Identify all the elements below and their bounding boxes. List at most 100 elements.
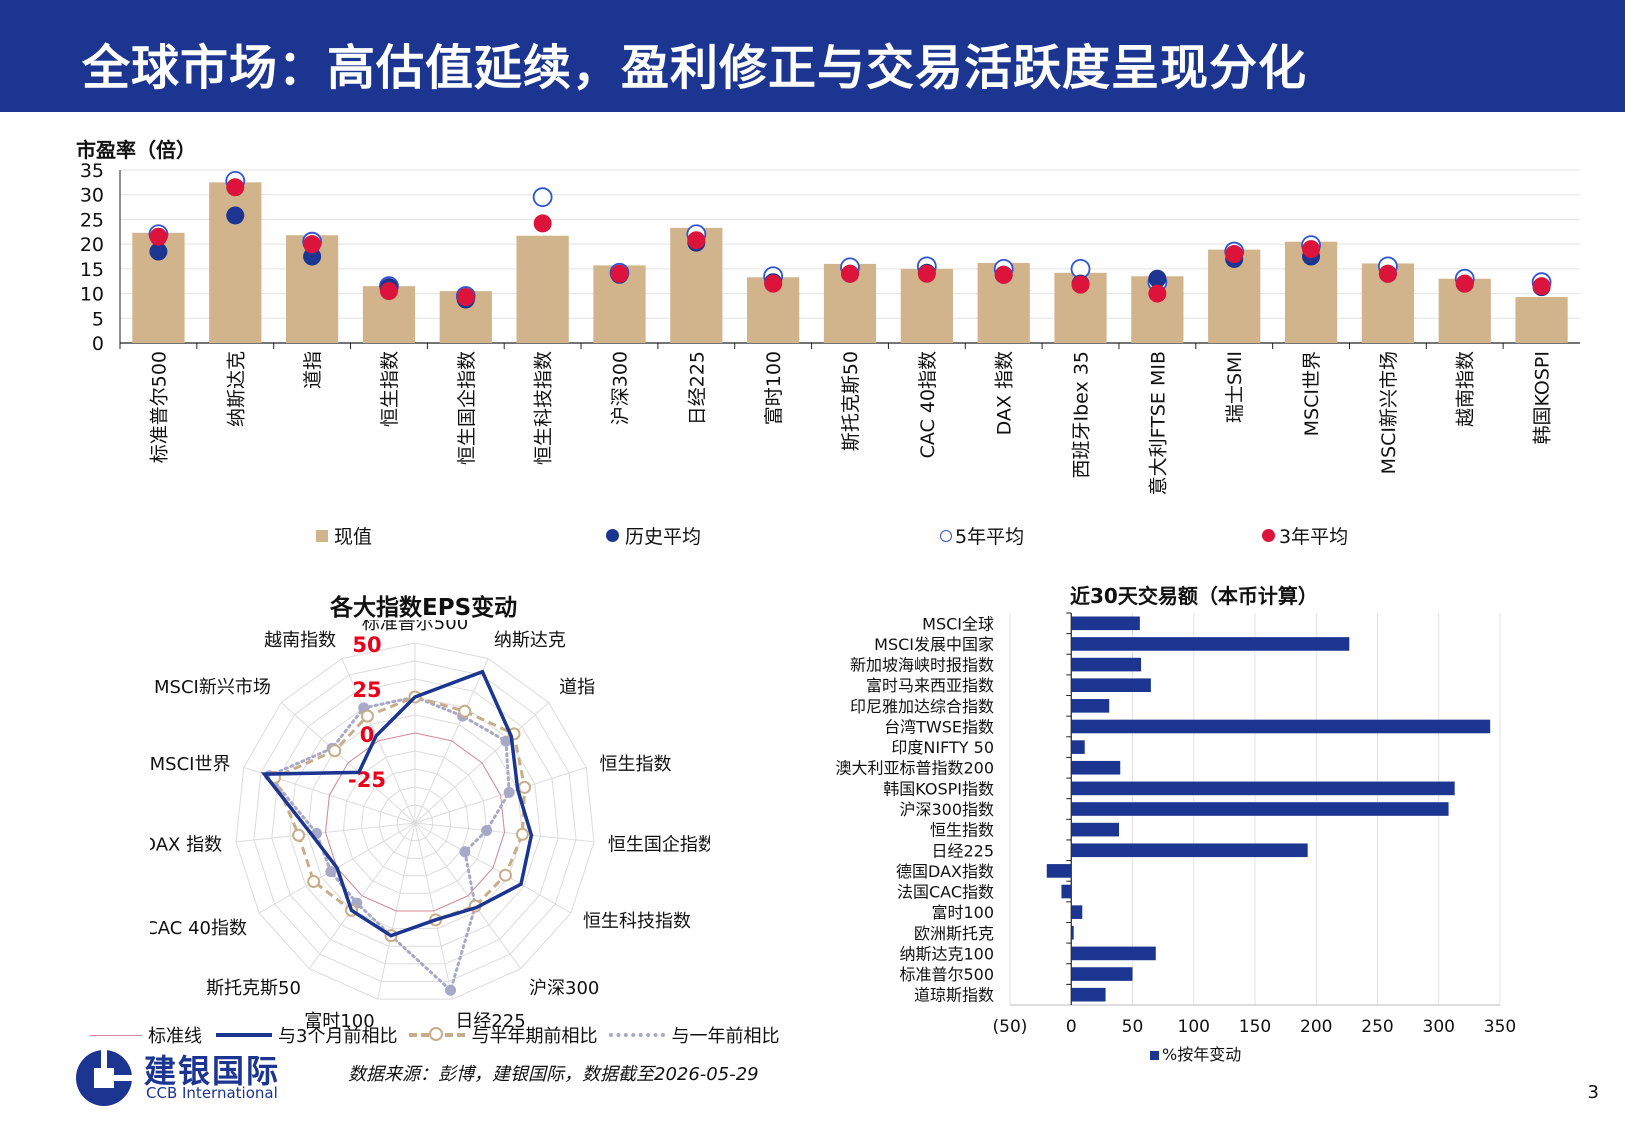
radar-series-1y-marker (481, 825, 493, 837)
pe-point-3y (1225, 245, 1244, 264)
vol-category-label: 道琼斯指数 (914, 986, 994, 1005)
pe-point-3y (1532, 277, 1551, 296)
radar-grid-ring (342, 750, 488, 894)
pe-point-3y (1071, 275, 1090, 294)
pe-ytick-label: 15 (80, 259, 104, 281)
vol-category-label: 恒生指数 (930, 821, 994, 840)
vol-category-label: 沪深300指数 (899, 800, 994, 819)
eps-legend-1y-label: 与一年前相比 (671, 1026, 780, 1047)
pe-category-label: 韩国KOSPI (1532, 351, 1554, 445)
vol-bar (1071, 637, 1350, 651)
pe-point-3y (1455, 274, 1474, 293)
vol-category-label: 欧洲斯托克 (914, 924, 994, 943)
ccbi-logo-mark-icon (76, 1048, 134, 1106)
vol-legend-swatch (1150, 1051, 1159, 1060)
vol-category-label: 日经225 (931, 841, 994, 860)
radar-series-1y-marker (500, 735, 512, 747)
vol-bar (1071, 678, 1151, 693)
vol-category-label: 印尼雅加达综合指数 (850, 697, 994, 716)
logo-en-text: CCB International (146, 1084, 278, 1102)
pe-point-3y (456, 288, 475, 307)
vol-bar (1071, 905, 1083, 919)
header-bar: 全球市场：高估值延续，盈利修正与交易活跃度呈现分化 (0, 0, 1625, 112)
pe-point-3y (1302, 240, 1321, 259)
pe-point-hist (1148, 269, 1167, 288)
vol-bar (1071, 616, 1140, 631)
vol-xtick-label: 250 (1361, 1017, 1393, 1037)
vol-bar (1071, 967, 1133, 981)
vol-bar (1061, 884, 1072, 899)
pe-category-label: 恒生科技指数 (533, 351, 555, 465)
pe-point-hist (149, 242, 168, 261)
eps-legend-3m-label: 与3个月前相比 (278, 1026, 398, 1047)
radar-series-1y-marker (459, 846, 471, 858)
pe-point-hist (303, 247, 322, 266)
pe-category-label: MSCI世界 (1301, 351, 1323, 436)
legend-current-swatch (316, 529, 328, 542)
radar-ring-label: 25 (352, 678, 381, 702)
ccbi-logo: 建银国际 CCB International (74, 1048, 334, 1108)
vol-bar (1071, 946, 1156, 961)
pe-ytick-label: 25 (80, 209, 104, 231)
pe-bar-current (516, 235, 569, 343)
legend-3y: 3年平均 (1262, 522, 1348, 549)
legend-hist: 历史平均 (606, 522, 701, 549)
pe-ytick-label: 0 (92, 333, 104, 355)
pe-point-5y (532, 187, 553, 208)
radar-category-label: 道指 (559, 677, 595, 698)
pe-ytick-label: 20 (80, 234, 104, 256)
vol-category-label: 韩国KOSPI指数 (883, 779, 994, 798)
logo-cn-text: 建银国际 (144, 1052, 281, 1090)
radar-grid-ring (271, 678, 559, 965)
radar-series-1y-marker (325, 866, 337, 878)
legend-3y-label: 3年平均 (1279, 526, 1349, 548)
vol-category-label: 澳大利亚标普指数200 (835, 759, 994, 778)
eps-legend-standard-swatch (90, 1034, 142, 1036)
pe-ytick-label: 30 (80, 185, 104, 207)
vol-category-label: 法国CAC指数 (897, 883, 994, 902)
radar-category-label: 越南指数 (264, 630, 336, 651)
pe-point-3y (841, 264, 859, 283)
pe-point-3y (379, 282, 398, 301)
vol-xtick-label: 150 (1239, 1017, 1271, 1037)
vol-category-label: 德国DAX指数 (896, 862, 994, 881)
pe-axis-unit: 市盈率（倍） (76, 138, 196, 162)
radar-category-label: 日经225 (455, 1011, 525, 1030)
radar-series-standard (324, 732, 506, 912)
legend-hist-swatch (606, 529, 619, 542)
pe-category-label: 富时100 (763, 351, 785, 425)
radar-series-1y-marker (445, 984, 457, 996)
eps-legend-3m-swatch (216, 1033, 272, 1037)
vol-category-label: MSCI全球 (922, 614, 994, 633)
vol-xtick-label: 350 (1484, 1017, 1516, 1037)
radar-series-6m-marker (328, 744, 342, 758)
pe-category-label: 瑞士SMI (1224, 351, 1246, 423)
page-number: 3 (1587, 1082, 1599, 1103)
vol-xtick-label: 200 (1300, 1017, 1332, 1037)
legend-5y: 5年平均 (940, 522, 1024, 549)
eps-legend-6m-label: 与半年期前相比 (471, 1026, 598, 1047)
radar-category-label: 标准普尔500 (362, 620, 468, 634)
vol-category-label: MSCI发展中国家 (874, 635, 994, 654)
page-title: 全球市场：高估值延续，盈利修正与交易活跃度呈现分化 (82, 40, 1308, 96)
vol-bar (1071, 802, 1449, 816)
radar-series-6m-marker (307, 875, 321, 888)
vol-bar (1071, 719, 1491, 734)
vol-category-label: 标准普尔500 (899, 965, 994, 984)
vol-xtick-label: (50) (993, 1017, 1028, 1037)
volume-bar-chart: (50) 0 50 100 150 200 250 300 350 MSCI全球 MSCI发展中国家… (835, 612, 1516, 1064)
radar-grid-ring (378, 786, 452, 859)
eps-legend: 标准线 与3个月前相比 与半年期前相比 与一年前相比 (90, 1022, 779, 1048)
data-source: 数据来源：彭博，建银国际，数据截至2026-05-29 (348, 1064, 759, 1085)
pe-category-label: 沪深300 (609, 351, 631, 425)
pe-category-label: 斯托克斯50 (840, 351, 862, 451)
pe-point-3y (533, 214, 552, 233)
radar-grid-ring (235, 642, 595, 1000)
eps-legend-6m-swatch (409, 1027, 466, 1041)
vol-bar (1071, 760, 1121, 775)
legend-current: 现值 (316, 522, 372, 549)
vol-xtick-label: 0 (1066, 1017, 1077, 1037)
eps-chart-title: 各大指数EPS变动 (330, 595, 518, 621)
vol-bar (1071, 987, 1106, 1002)
radar-category-label: 沪深300 (529, 978, 599, 999)
